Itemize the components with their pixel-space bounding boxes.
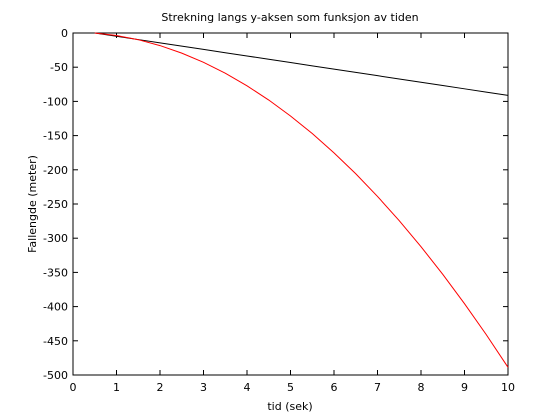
x-tick-label: 6 [331, 381, 338, 394]
x-tick-label: 2 [157, 381, 164, 394]
x-tick-label: 5 [287, 381, 294, 394]
y-axis-label: Fallengde (meter) [26, 155, 39, 253]
y-tick-label: -450 [43, 335, 68, 348]
chart-title: Strekning langs y-aksen som funksjon av … [161, 11, 418, 24]
x-tick-label: 3 [200, 381, 207, 394]
y-tick-label: -350 [43, 266, 68, 279]
x-tick-label: 9 [461, 381, 468, 394]
plot-frame [72, 32, 509, 376]
series-line [94, 32, 509, 96]
y-tick-label: -200 [43, 164, 68, 177]
y-tick-label: 0 [61, 27, 68, 40]
x-tick-label: 1 [113, 381, 120, 394]
y-tick-label: -300 [43, 232, 68, 245]
x-tick-label: 0 [70, 381, 77, 394]
y-tick-label: -150 [43, 130, 68, 143]
y-tick-label: -400 [43, 301, 68, 314]
x-tick-label: 8 [418, 381, 425, 394]
x-tick-label: 7 [374, 381, 381, 394]
x-axis-label: tid (sek) [267, 400, 312, 413]
x-tick-label: 4 [244, 381, 251, 394]
x-tick-label: 10 [501, 381, 515, 394]
series-line [94, 32, 509, 368]
y-tick-label: -100 [43, 95, 68, 108]
y-tick-label: -50 [50, 61, 68, 74]
y-tick-label: -500 [43, 369, 68, 382]
y-tick-label: -250 [43, 198, 68, 211]
